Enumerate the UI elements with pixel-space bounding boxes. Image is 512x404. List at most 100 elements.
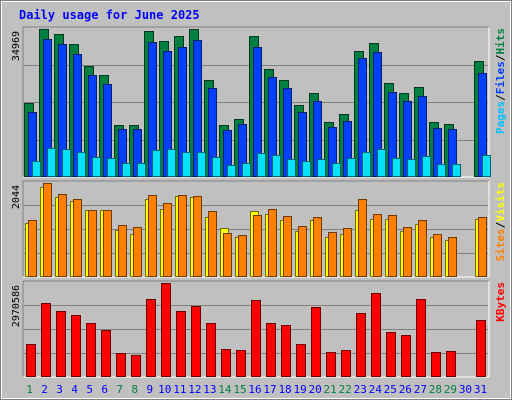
bar-sites-day-4	[73, 199, 82, 277]
x-tick-label-day-29: 29	[444, 383, 457, 396]
bar-sites-day-12	[193, 196, 202, 277]
bar-sites-day-15	[238, 235, 247, 277]
x-tick-label-day-12: 12	[188, 383, 201, 396]
bar-kbytes-day-29	[446, 351, 456, 377]
bar-sites-day-14	[223, 233, 232, 277]
legend-item: Pages	[494, 101, 507, 134]
bar-pages-day-7	[122, 163, 131, 177]
bar-sites-day-22	[343, 228, 352, 277]
bar-kbytes-day-9	[146, 299, 156, 377]
bar-pages-day-21	[332, 163, 341, 177]
bar-pages-day-20	[317, 159, 326, 177]
x-tick-label-day-1: 1	[26, 383, 33, 396]
bar-pages-day-1	[32, 161, 41, 177]
bar-kbytes-day-6	[101, 330, 111, 377]
bar-sites-day-17	[268, 209, 277, 277]
bar-pages-day-22	[347, 158, 356, 177]
bar-sites-day-28	[433, 234, 442, 277]
x-tick-label-day-31: 31	[474, 383, 487, 396]
chart-panels: 34969Pages/Files/Hits2044Sites/Visits297…	[11, 26, 507, 378]
bar-kbytes-day-4	[71, 315, 81, 377]
x-tick-label-day-13: 13	[203, 383, 216, 396]
bar-kbytes-day-11	[176, 311, 186, 377]
bar-kbytes-day-27	[416, 299, 426, 377]
bar-kbytes-day-14	[221, 349, 231, 377]
bar-kbytes-day-1	[26, 344, 36, 377]
bar-pages-day-6	[107, 158, 116, 177]
bar-sites-day-11	[178, 195, 187, 277]
bar-kbytes-day-16	[251, 300, 261, 377]
legend-item: /	[494, 54, 507, 61]
bar-kbytes-day-22	[341, 350, 351, 377]
bar-kbytes-day-8	[131, 355, 141, 377]
bar-sites-day-27	[418, 220, 427, 277]
bar-pages-day-31	[482, 155, 491, 177]
bar-sites-day-24	[373, 214, 382, 277]
x-axis-labels: 1 2 3 4 5 6 7 8 9 10 11 12 13 14 15 16 17 18 19 20 21 22 23 24 2…	[26, 383, 487, 396]
x-tick-label-day-14: 14	[218, 383, 232, 396]
bar-pages-day-19	[302, 161, 311, 177]
legend-item: /	[494, 94, 507, 101]
bar-kbytes-day-3	[56, 311, 66, 377]
bar-kbytes-day-7	[116, 353, 126, 377]
x-tick-label-day-4: 4	[71, 383, 78, 396]
bar-sites-day-16	[253, 215, 262, 277]
bar-sites-day-18	[283, 216, 292, 277]
bar-kbytes-day-31	[476, 320, 486, 377]
bar-kbytes-day-2	[41, 303, 51, 377]
bar-pages-day-11	[182, 152, 191, 177]
bar-kbytes-day-17	[266, 323, 276, 377]
x-tick-label-day-18: 18	[278, 383, 291, 396]
bar-pages-day-5	[92, 157, 101, 177]
bar-sites-day-10	[163, 203, 172, 277]
x-tick-label-day-17: 17	[263, 383, 276, 396]
bar-pages-day-16	[257, 153, 266, 177]
bar-sites-day-19	[298, 226, 307, 277]
bar-pages-day-4	[77, 152, 86, 177]
legend-item: Hits	[494, 28, 507, 55]
bar-sites-day-29	[448, 237, 457, 277]
bar-pages-day-26	[407, 159, 416, 177]
bar-sites-day-8	[133, 227, 142, 277]
x-tick-label-day-5: 5	[86, 383, 93, 396]
bar-pages-day-9	[152, 150, 161, 177]
bar-pages-day-17	[272, 155, 281, 177]
bar-pages-day-29	[452, 164, 461, 177]
x-tick-label-day-3: 3	[56, 383, 63, 396]
x-tick-label-day-2: 2	[41, 383, 48, 396]
bar-kbytes-day-5	[86, 323, 96, 377]
x-tick-label-day-8: 8	[131, 383, 138, 396]
x-tick-label-day-24: 24	[369, 383, 383, 396]
bar-sites-day-6	[103, 210, 112, 277]
bar-kbytes-day-25	[386, 332, 396, 377]
y-max-label: 2970586	[11, 285, 22, 327]
bar-sites-day-9	[148, 195, 157, 277]
bar-pages-day-23	[362, 152, 371, 177]
x-tick-label-day-11: 11	[173, 383, 186, 396]
bar-pages-day-24	[377, 149, 386, 177]
y-max-label: 2044	[11, 185, 22, 209]
legend-kbytes: KBytes	[494, 282, 507, 322]
bar-pages-day-14	[227, 165, 236, 177]
x-tick-label-day-10: 10	[158, 383, 171, 396]
bar-sites-day-20	[313, 217, 322, 277]
bar-sites-day-25	[388, 215, 397, 277]
legend-item: Files	[494, 61, 507, 94]
bar-sites-day-5	[88, 210, 97, 277]
bar-pages-day-13	[212, 157, 221, 177]
bar-pages-day-28	[437, 164, 446, 177]
bar-sites-day-1	[28, 220, 37, 277]
bar-sites-day-13	[208, 211, 217, 277]
bar-kbytes-day-21	[326, 352, 336, 377]
x-tick-label-day-19: 19	[293, 383, 306, 396]
legend-item: Sites	[494, 228, 507, 261]
x-tick-label-day-9: 9	[146, 383, 153, 396]
bar-kbytes-day-20	[311, 307, 321, 377]
bar-kbytes-day-10	[161, 283, 171, 377]
x-tick-label-day-23: 23	[354, 383, 367, 396]
chart-title: Daily usage for June 2025	[19, 8, 200, 22]
x-tick-label-day-6: 6	[101, 383, 108, 396]
